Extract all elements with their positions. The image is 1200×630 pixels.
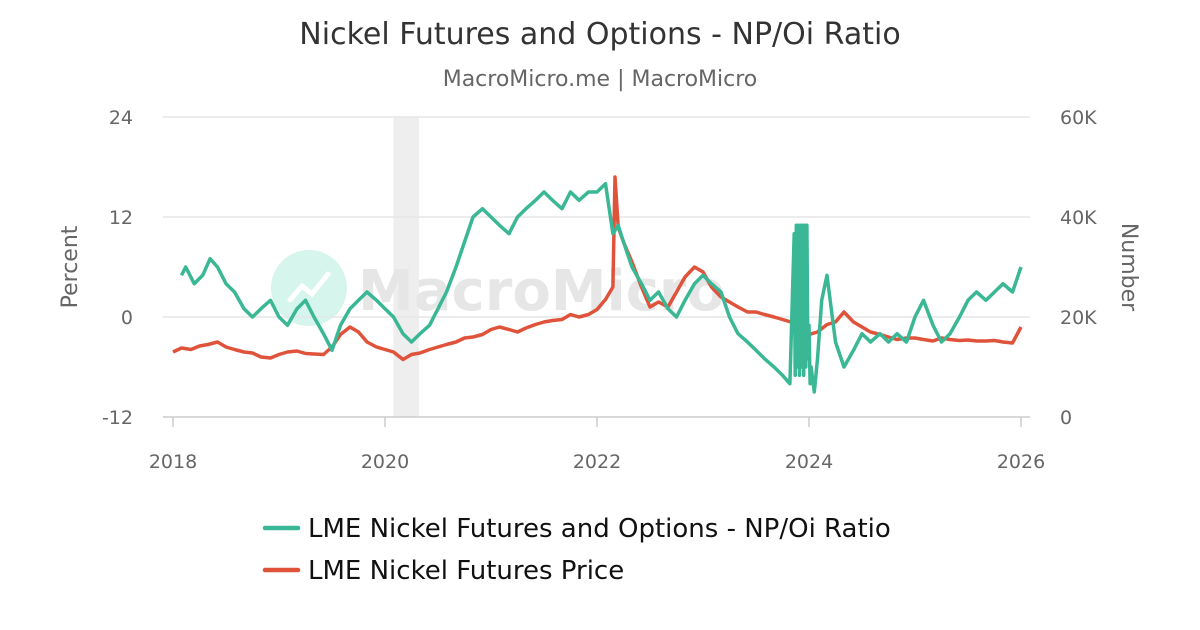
x-tick-label: 2022 (573, 451, 621, 473)
y-left-tick-label: -12 (102, 407, 133, 429)
y-right-tick-label: 60K (1060, 107, 1097, 129)
series-line-price (172, 175, 1023, 362)
chart-subtitle: MacroMicro.me | MacroMicro (443, 67, 758, 92)
watermark-text: MacroMicro (358, 259, 725, 324)
y-right-tick-label: 40K (1060, 207, 1097, 229)
x-tick-label: 2026 (997, 451, 1045, 473)
watermark-logo-line-icon (287, 271, 331, 303)
watermark: MacroMicro (271, 250, 725, 326)
x-tick-label: 2020 (361, 451, 409, 473)
y-right-tick-label: 20K (1060, 307, 1097, 329)
y-left-axis-title: Percent (58, 225, 83, 308)
y-right-tick-label: 0 (1060, 407, 1072, 429)
y-left-tick-label: 12 (109, 207, 133, 229)
y-left-tick-label: 0 (121, 307, 133, 329)
y-right-ticks: 60K 40K 20K 0 (1060, 107, 1097, 429)
series-line-ratio (179, 181, 1023, 394)
watermark-logo-icon (271, 250, 347, 326)
x-tick-label: 2024 (785, 451, 833, 473)
legend-label-price[interactable]: LME Nickel Futures Price (308, 556, 624, 586)
y-left-tick-label: 24 (109, 107, 133, 129)
x-axis-ticks: 2018 2020 2022 2024 2026 (149, 417, 1045, 473)
legend-label-ratio[interactable]: LME Nickel Futures and Options - NP/Oi R… (308, 514, 891, 544)
chart-title: Nickel Futures and Options - NP/Oi Ratio (299, 17, 900, 52)
y-right-axis-title: Number (1116, 223, 1141, 312)
gridlines (163, 116, 1030, 318)
legend: LME Nickel Futures and Options - NP/Oi R… (262, 514, 891, 586)
x-tick-label: 2018 (149, 451, 197, 473)
y-left-ticks: 24 12 0 -12 (102, 107, 133, 429)
shaded-band (393, 117, 419, 417)
